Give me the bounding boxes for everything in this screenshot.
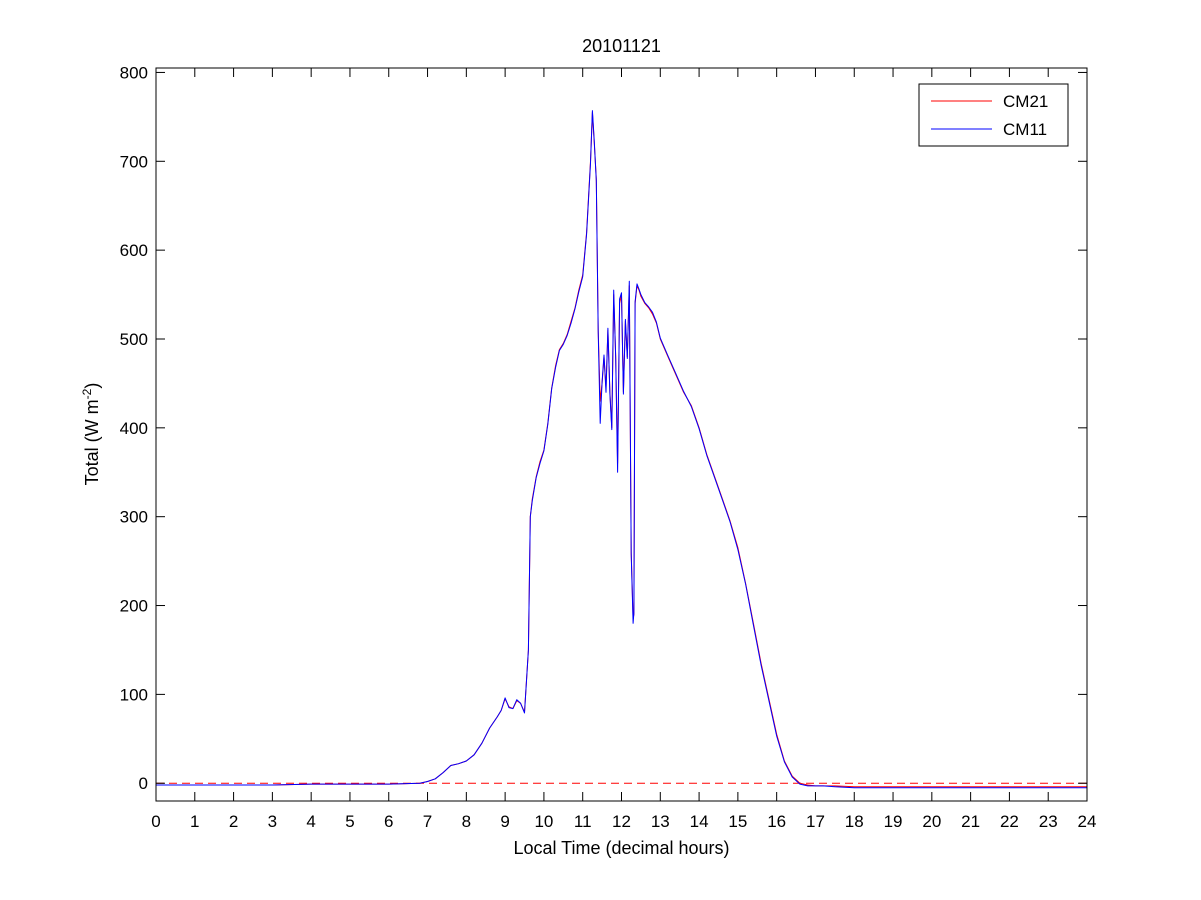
x-tick-label: 15 (728, 812, 747, 831)
x-tick-label: 8 (462, 812, 471, 831)
x-tick-label: 4 (306, 812, 315, 831)
x-tick-label: 21 (961, 812, 980, 831)
series-line-cm11 (156, 110, 1087, 789)
tick-layer: 0 1 2 3 4 5 6 7 8 9 10 11 12 13 14 15 16 17 18 19 20 21 22 23 24… (120, 63, 1097, 831)
x-tick-label: 20 (922, 812, 941, 831)
x-tick-label: 10 (534, 812, 553, 831)
x-tick-label: 5 (345, 812, 354, 831)
x-tick-label: 17 (806, 812, 825, 831)
x-tick-label: 2 (229, 812, 238, 831)
y-axis-label-suffix: ) (82, 383, 102, 389)
chart-title: 20101121 (582, 36, 661, 56)
legend-label-cm21: CM21 (1003, 92, 1048, 111)
y-tick-label: 500 (120, 330, 148, 349)
y-axis-label-superscript: -2 (80, 388, 94, 399)
x-tick-label: 16 (767, 812, 786, 831)
x-tick-label: 7 (423, 812, 432, 831)
y-tick-label: 300 (120, 508, 148, 527)
x-tick-label: 1 (190, 812, 199, 831)
y-tick-label: 800 (120, 63, 148, 82)
x-tick-label: 9 (500, 812, 509, 831)
x-tick-label: 24 (1078, 812, 1097, 831)
y-tick-label: 700 (120, 152, 148, 171)
y-axis-label-prefix: Total (W m (82, 399, 102, 485)
y-axis-label: Total (W m-2) (80, 383, 102, 486)
legend-label-cm11: CM11 (1003, 120, 1047, 139)
x-tick-label: 22 (1000, 812, 1019, 831)
legend-box (918, 83, 1069, 147)
y-tick-label: 0 (139, 774, 148, 793)
x-tick-label: 19 (884, 812, 903, 831)
x-tick-label: 6 (384, 812, 393, 831)
x-tick-label: 23 (1039, 812, 1058, 831)
x-tick-label: 11 (574, 812, 592, 831)
x-tick-label: 0 (151, 812, 160, 831)
y-tick-label: 100 (120, 685, 148, 704)
y-tick-label: 200 (120, 597, 148, 616)
y-tick-label: 600 (120, 241, 148, 260)
x-tick-label: 12 (612, 812, 631, 831)
x-tick-label: 13 (651, 812, 670, 831)
y-tick-label: 400 (120, 419, 148, 438)
x-tick-label: 3 (268, 812, 277, 831)
x-axis-label: Local Time (decimal hours) (513, 838, 729, 858)
legend: CM21 CM11 (918, 83, 1069, 147)
x-tick-label: 14 (690, 812, 709, 831)
plot-background (156, 68, 1087, 801)
x-tick-label: 18 (845, 812, 864, 831)
series-layer (156, 110, 1087, 789)
